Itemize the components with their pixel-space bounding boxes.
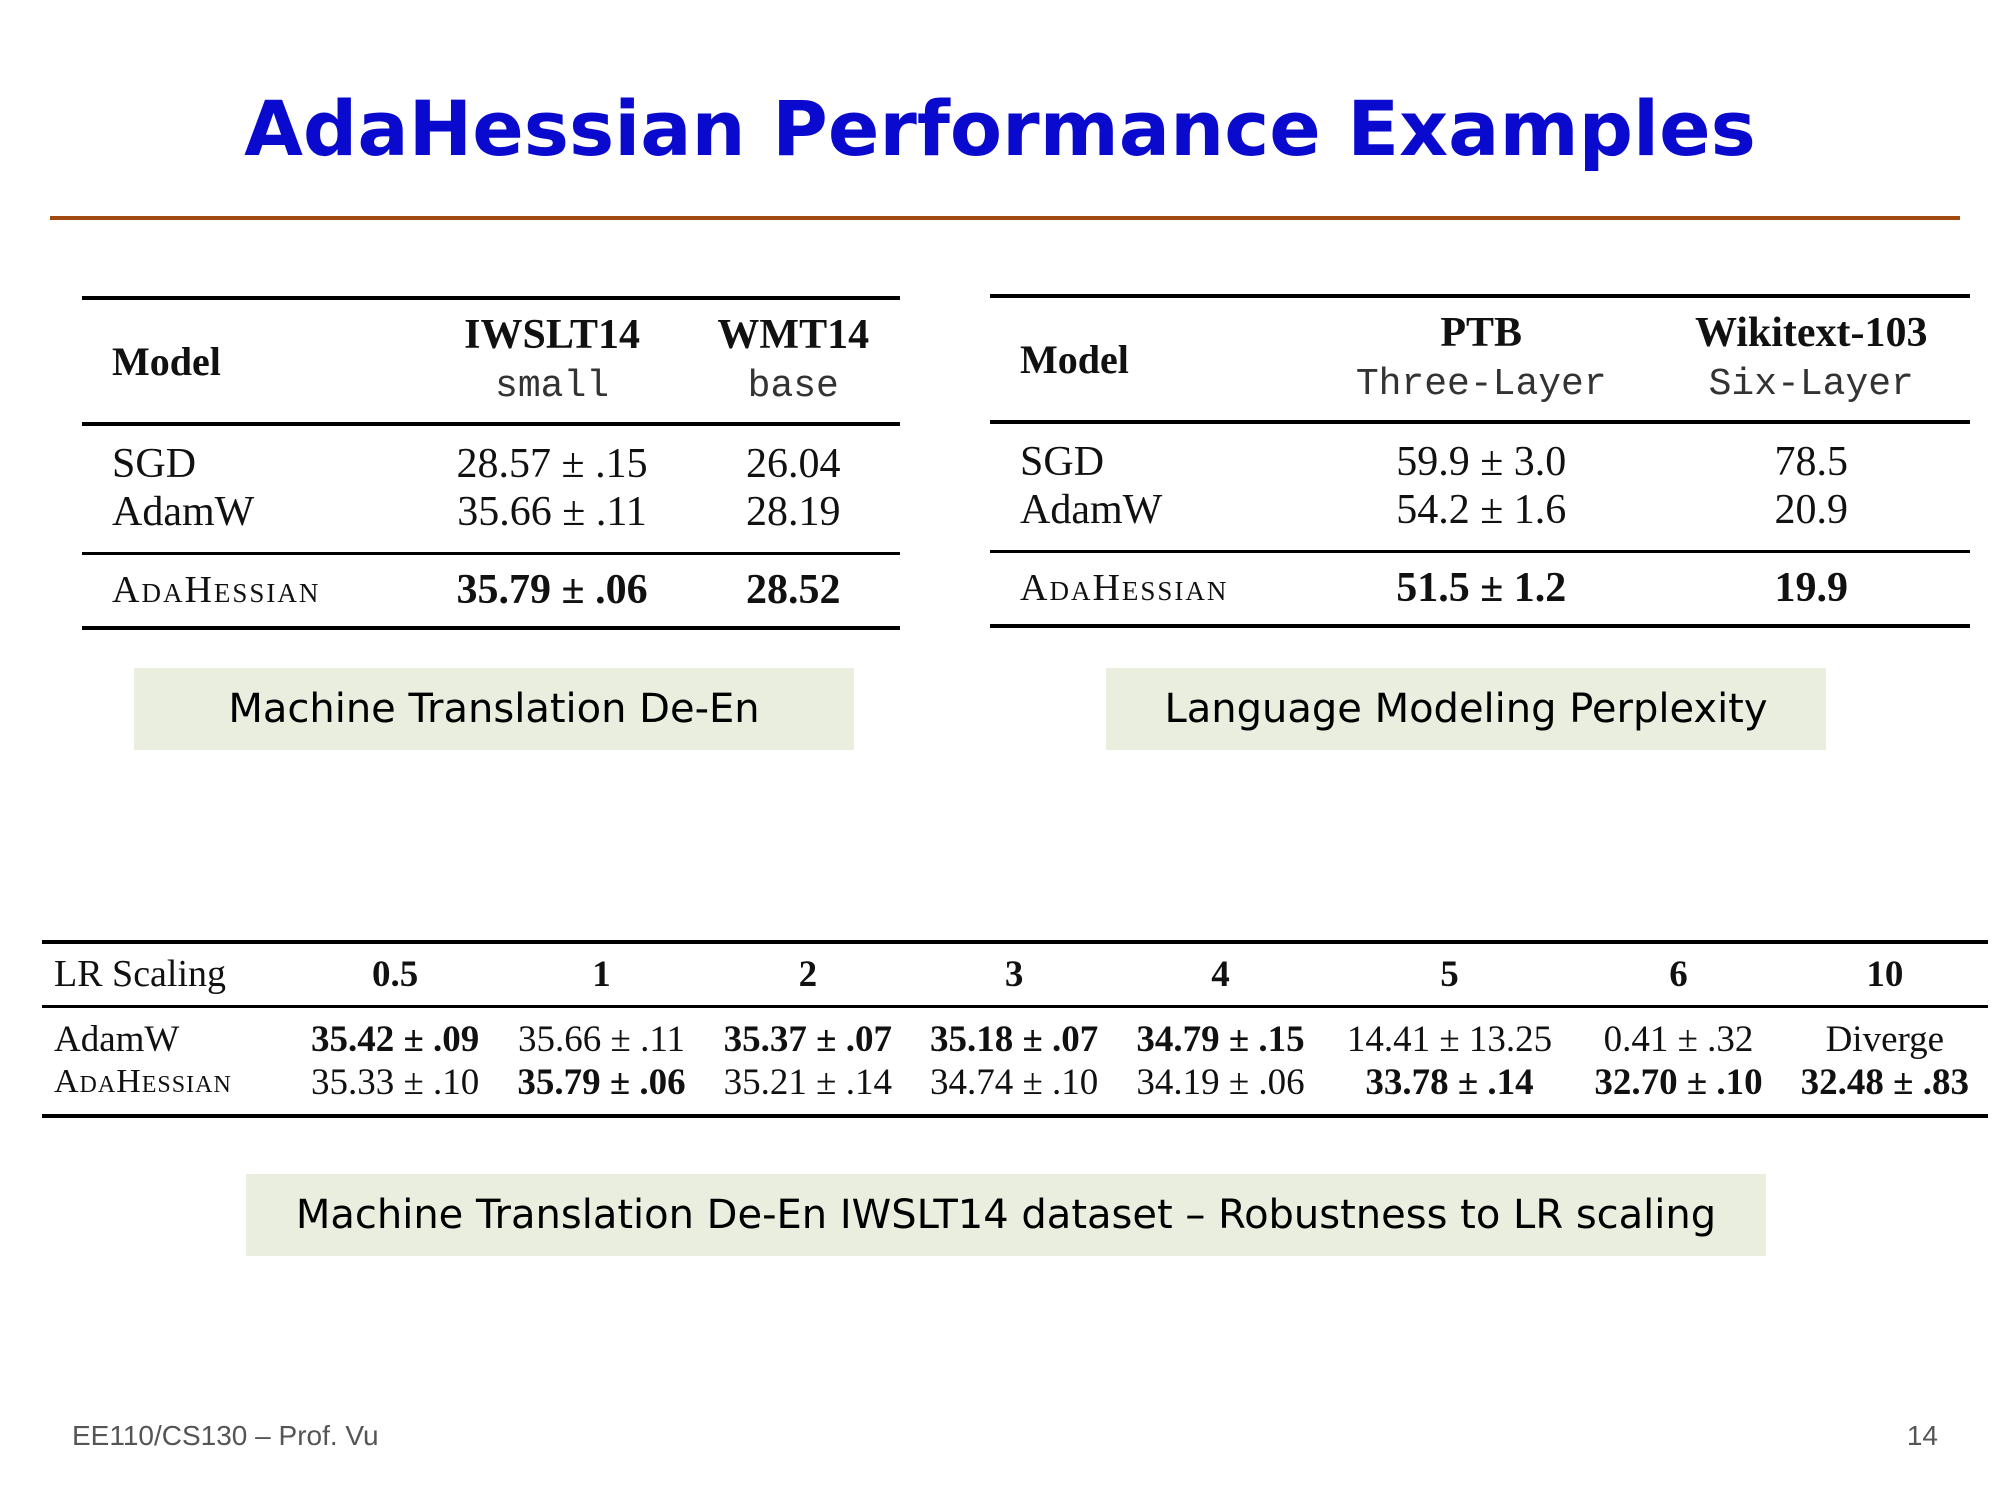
- row-value: 35.66 ± .11: [518, 1018, 685, 1060]
- row-value: 35.66 ± .11: [457, 489, 647, 535]
- lr-scale-header: 0.5: [372, 953, 419, 995]
- table-row: AdaHessian 51.5 ± 1.2 19.9: [990, 552, 1970, 626]
- row-value: 20.9: [1774, 487, 1848, 533]
- table-row: AdaHessian 35.33 ± .10 35.79 ± .06 35.21…: [42, 1061, 1988, 1116]
- row-value: 54.2 ± 1.6: [1396, 487, 1567, 533]
- row-value: 34.79 ± .15: [1136, 1018, 1305, 1060]
- lr-scale-header: 6: [1669, 953, 1688, 995]
- lm-col1-label: PTB: [1440, 310, 1523, 356]
- lr-scale-header: 4: [1211, 953, 1230, 995]
- lr-caption: Machine Translation De-En IWSLT14 datase…: [246, 1174, 1766, 1256]
- row-value: 35.42 ± .09: [311, 1018, 480, 1060]
- mt-caption: Machine Translation De-En: [134, 668, 854, 750]
- mt-col1-label: IWSLT14: [464, 312, 640, 358]
- row-model: AdaHessian: [112, 569, 321, 612]
- footer-course: EE110/CS130 – Prof. Vu: [72, 1420, 379, 1451]
- mt-header-wmt: WMT14 base: [687, 298, 900, 424]
- mt-col2-label: WMT14: [717, 312, 870, 358]
- row-model: SGD: [112, 441, 197, 487]
- slide-title: AdaHessian Performance Examples: [244, 84, 1756, 173]
- row-value: 14.41 ± 13.25: [1346, 1018, 1553, 1060]
- lr-header-label: LR Scaling: [54, 953, 227, 996]
- lr-scale-header: 3: [1004, 953, 1024, 995]
- lr-scaling-table: LR Scaling 0.5 1 2 3 4 5 6 10 AdamW 35.4…: [42, 940, 1988, 1118]
- row-model: AdaHessian: [1020, 567, 1229, 610]
- row-value: 0.41 ± .32: [1603, 1018, 1754, 1060]
- lr-scale-header: 2: [798, 953, 818, 995]
- lm-results-table: Model PTB Three-Layer Wikitext-103 Six-L…: [990, 294, 1970, 628]
- row-value: 35.79 ± .06: [456, 567, 648, 614]
- row-value: 26.04: [746, 441, 841, 487]
- lm-col2-sub: Six-Layer: [1708, 363, 1914, 406]
- lm-caption: Language Modeling Perplexity: [1106, 668, 1826, 750]
- mt-header-model: Model: [112, 338, 221, 384]
- row-value: 35.21 ± .14: [723, 1061, 892, 1103]
- title-divider: [50, 216, 1960, 220]
- row-value: 34.19 ± .06: [1136, 1061, 1305, 1103]
- row-value: 35.33 ± .10: [311, 1061, 480, 1103]
- row-value: 35.37 ± .07: [723, 1018, 892, 1060]
- row-value: 35.79 ± .06: [517, 1061, 686, 1103]
- row-value: 32.48 ± .83: [1800, 1061, 1969, 1103]
- row-value: 19.9: [1774, 565, 1848, 612]
- lm-header-ptb: PTB Three-Layer: [1310, 296, 1652, 422]
- row-value: 35.18 ± .07: [929, 1018, 1099, 1060]
- row-value: 28.52: [746, 567, 841, 614]
- row-model: AdamW: [54, 1018, 180, 1060]
- row-value: 28.19: [746, 489, 841, 535]
- lr-scale-header: 10: [1866, 953, 1904, 995]
- row-value: 32.70 ± .10: [1594, 1061, 1763, 1103]
- row-value: 28.57 ± .15: [456, 441, 648, 487]
- lm-col1-sub: Three-Layer: [1355, 363, 1607, 406]
- table-row: AdaHessian 35.79 ± .06 28.52: [82, 554, 900, 628]
- row-value: 59.9 ± 3.0: [1396, 439, 1567, 485]
- lm-col2-label: Wikitext-103: [1694, 310, 1928, 356]
- page-number: 14: [1906, 1420, 1938, 1451]
- row-model: SGD: [1020, 439, 1105, 485]
- row-model: AdamW: [112, 489, 255, 535]
- table-row: SGD 59.9 ± 3.0 78.5: [990, 422, 1970, 486]
- row-value: 78.5: [1774, 439, 1848, 485]
- mt-col1-sub: small: [495, 365, 610, 408]
- row-value: 33.78 ± .14: [1365, 1061, 1534, 1103]
- row-value: Diverge: [1825, 1018, 1945, 1060]
- lr-scale-header: 5: [1440, 953, 1459, 995]
- lm-header-model: Model: [1020, 336, 1129, 382]
- mt-results-table: Model IWSLT14 small WMT14 base SGD 28.57…: [82, 296, 900, 630]
- table-row: AdamW 35.42 ± .09 35.66 ± .11 35.37 ± .0…: [42, 1006, 1988, 1061]
- lr-scale-header: 1: [592, 953, 611, 995]
- table-row: SGD 28.57 ± .15 26.04: [82, 424, 900, 488]
- row-model: AdaHessian: [54, 1063, 232, 1100]
- mt-header-iwslt: IWSLT14 small: [418, 298, 687, 424]
- row-value: 34.74 ± .10: [929, 1061, 1099, 1103]
- mt-col2-sub: base: [747, 365, 839, 408]
- row-value: 51.5 ± 1.2: [1396, 565, 1567, 612]
- row-model: AdamW: [1020, 487, 1163, 533]
- table-row: AdamW 35.66 ± .11 28.19: [82, 488, 900, 554]
- table-row: AdamW 54.2 ± 1.6 20.9: [990, 486, 1970, 552]
- lm-header-wikitext: Wikitext-103 Six-Layer: [1652, 296, 1970, 422]
